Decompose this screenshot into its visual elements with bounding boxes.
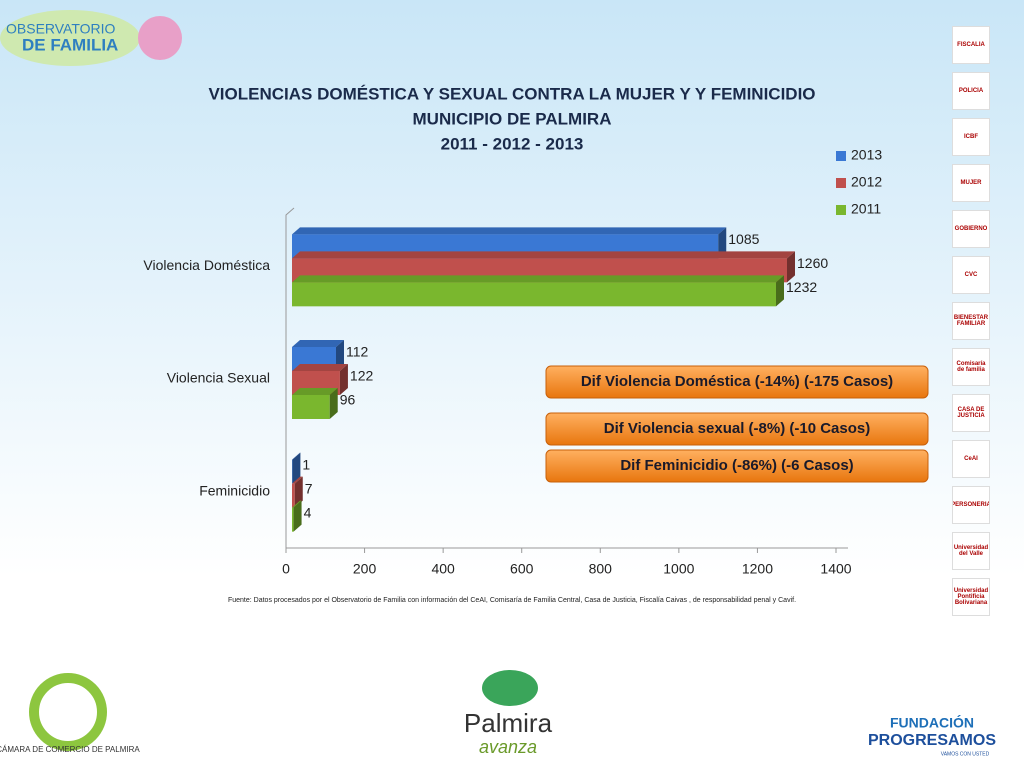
side-logo: PERSONERIA xyxy=(952,486,990,524)
bar-front xyxy=(292,483,295,508)
legend-swatch xyxy=(836,205,846,215)
side-logo: Universidad del Valle xyxy=(952,532,990,570)
x-tick-label: 0 xyxy=(282,561,290,577)
bar-top xyxy=(292,500,302,508)
bar xyxy=(292,388,338,419)
value-label: 1260 xyxy=(797,255,828,271)
annotation: Dif Feminicidio (-86%) (-6 Casos) xyxy=(620,457,853,474)
bar-top xyxy=(292,452,301,460)
bar-side xyxy=(292,452,301,484)
value-label: 4 xyxy=(304,504,312,520)
footer-text: VAMOS CON USTED xyxy=(941,751,990,757)
side-logo: Universidad Pontificia Bolivariana xyxy=(952,578,990,616)
bar-side xyxy=(776,275,784,307)
legend-label: 2011 xyxy=(851,201,881,217)
bar-side xyxy=(339,364,348,395)
chart-title: MUNICIPIO DE PALMIRA xyxy=(413,109,612,128)
annotation: Dif Violencia sexual (-8%) (-10 Casos) xyxy=(604,420,870,437)
camara-logo xyxy=(29,673,107,751)
logo-text: OBSERVATORIO xyxy=(6,21,116,37)
bar-top xyxy=(292,227,727,235)
legend-swatch xyxy=(836,178,846,188)
palmira-logo xyxy=(482,670,538,706)
x-tick-label: 1200 xyxy=(742,561,773,577)
bar xyxy=(292,500,302,532)
bar-side xyxy=(787,251,795,283)
side-logo: Comisaría de familia xyxy=(952,348,990,386)
x-tick-label: 1000 xyxy=(663,561,694,577)
bar-top xyxy=(292,340,344,347)
value-label: 112 xyxy=(346,344,369,360)
side-logo: ICBF xyxy=(952,118,990,156)
annotation-box xyxy=(545,365,929,399)
logo-icon xyxy=(138,16,182,60)
legend-label: 2013 xyxy=(851,147,882,163)
bar xyxy=(292,476,303,508)
axis-wall xyxy=(285,207,295,548)
x-tick-label: 1400 xyxy=(820,561,851,577)
x-tick-label: 200 xyxy=(353,561,377,577)
y-tick-label: Violencia Sexual xyxy=(167,370,270,386)
footer-text: PROGRESAMOS xyxy=(868,732,996,749)
side-logo: GOBIERNO xyxy=(952,210,990,248)
annotation-box xyxy=(545,412,929,446)
side-logo: POLICIA xyxy=(952,72,990,110)
side-logo: CVC xyxy=(952,256,990,294)
value-label: 96 xyxy=(340,392,356,408)
bar-front xyxy=(292,395,330,419)
bar-top xyxy=(292,476,303,484)
source: Fuente: Datos procesados por el Observat… xyxy=(228,597,796,604)
value-label: 1085 xyxy=(728,231,759,247)
logo-text: DE FAMILIA xyxy=(22,35,118,54)
value-label: 1232 xyxy=(786,279,817,295)
footer-text: avanza xyxy=(479,737,537,757)
side-logo: CASA DE JUSTICIA xyxy=(952,394,990,432)
logo-shape xyxy=(0,10,140,66)
value-label: 7 xyxy=(305,480,313,496)
side-logo: CeAI xyxy=(952,440,990,478)
legend-label: 2012 xyxy=(851,174,882,190)
annotation: Dif Violencia Doméstica (-14%) (-175 Cas… xyxy=(581,373,893,390)
bar-side xyxy=(336,340,344,371)
bar xyxy=(292,275,784,307)
x-tick-label: 400 xyxy=(431,561,455,577)
side-logo: BIENESTAR FAMILIAR xyxy=(952,302,990,340)
footer-text: CÁMARA DE COMERCIO DE PALMIRA xyxy=(0,745,140,754)
bar-front xyxy=(292,507,294,532)
bar-front xyxy=(292,282,776,307)
bar-side xyxy=(329,388,338,419)
bar-top xyxy=(292,388,338,395)
side-logo: MUJER xyxy=(952,164,990,202)
chart-title: VIOLENCIAS DOMÉSTICA Y SEXUAL CONTRA LA … xyxy=(208,84,815,103)
bar-side xyxy=(294,476,303,508)
bar-side xyxy=(718,227,727,259)
value-label: 1 xyxy=(302,456,310,472)
bar-top xyxy=(292,364,348,371)
annotation-box xyxy=(545,449,929,483)
side-logo: FISCALIA xyxy=(952,26,990,64)
bar xyxy=(292,452,301,484)
value-label: 122 xyxy=(350,368,374,384)
footer-text: FUNDACIÓN xyxy=(890,714,974,731)
y-tick-label: Feminicidio xyxy=(199,482,270,498)
bar-top xyxy=(292,275,784,283)
chart-title: 2011 - 2012 - 2013 xyxy=(441,134,584,153)
legend-swatch xyxy=(836,151,846,161)
bar-side xyxy=(293,500,302,532)
x-tick-label: 600 xyxy=(510,561,534,577)
footer-text: Palmira xyxy=(464,708,553,738)
y-tick-label: Violencia Doméstica xyxy=(143,257,270,273)
x-tick-label: 800 xyxy=(589,561,613,577)
bar-top xyxy=(292,251,795,259)
